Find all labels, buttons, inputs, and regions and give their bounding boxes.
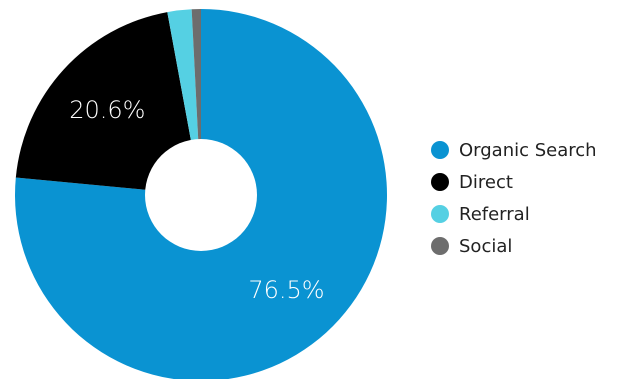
legend-label: Direct	[459, 172, 513, 193]
slice-labels: 76.5% 20.6%	[69, 96, 324, 304]
legend-item: Referral	[431, 204, 530, 225]
legend-swatch	[431, 141, 449, 159]
legend-label: Social	[459, 236, 512, 257]
slice-value-label: 20.6%	[69, 96, 145, 124]
legend-item: Direct	[431, 172, 513, 193]
legend-swatch	[431, 173, 449, 191]
slice-value-label: 76.5%	[248, 276, 324, 304]
legend-swatch	[431, 237, 449, 255]
legend-item: Organic Search	[431, 140, 597, 161]
legend-label: Organic Search	[459, 140, 597, 161]
slice-direct	[15, 12, 202, 195]
chart-legend: Organic Search Direct Referral Social	[431, 140, 597, 257]
legend-swatch	[431, 205, 449, 223]
donut-hole	[145, 139, 257, 251]
legend-label: Referral	[459, 204, 530, 225]
legend-item: Social	[431, 236, 512, 257]
